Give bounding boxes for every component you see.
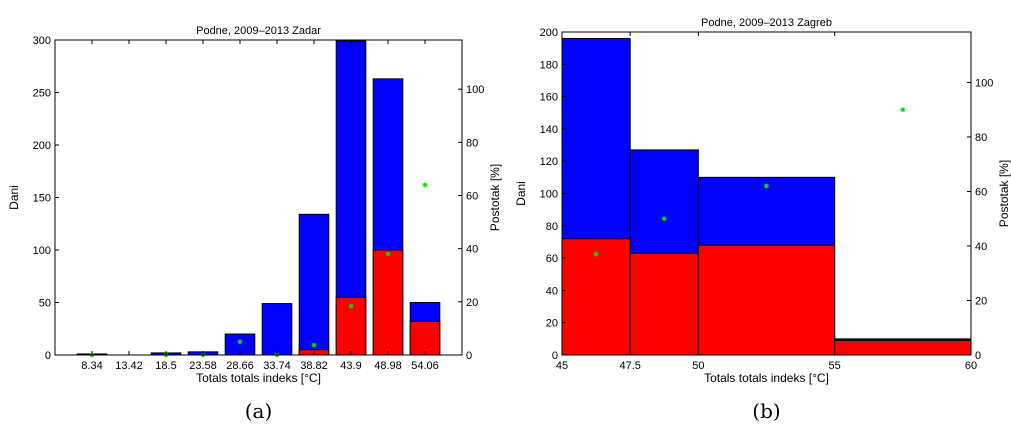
point-green-stroke [311, 343, 317, 348]
x-tick-label: 28.66 [226, 360, 254, 372]
y2-axis-label: Postotak [%] [488, 164, 502, 231]
x-tick-label: 48.98 [374, 360, 402, 372]
y-tick-label: 180 [540, 59, 558, 71]
chart-panel-b: 0 20 40 60 80 100 120 140 160 180 200 0 20 40 60 80 100 4… [514, 17, 1011, 423]
y-tick-label: 40 [546, 285, 558, 297]
x-tick-label: 18.5 [155, 360, 176, 372]
bar-red-2 [697, 244, 836, 356]
y2-tick-label: 60 [975, 186, 987, 198]
y-tick-label: 200 [33, 140, 51, 152]
panel-caption: (b) [752, 399, 780, 423]
y2-tick-label: 40 [975, 241, 987, 253]
y2-tick-label: 40 [466, 244, 478, 256]
y2-tick-label: 100 [975, 77, 993, 89]
point-green-2 [764, 183, 769, 189]
x-tick-label: 54.06 [411, 360, 439, 372]
y-tick-label: 150 [33, 193, 51, 205]
y-tick-label: 140 [540, 124, 558, 136]
chart-title: Podne, 2009–2013 Zadar [196, 25, 321, 37]
y-tick-label: 100 [540, 189, 558, 201]
point-green-7 [348, 303, 354, 309]
point-green-stroke [764, 183, 769, 189]
panel-caption: (a) [245, 399, 273, 423]
x-tick-label: 45 [556, 360, 568, 372]
point-green-4 [237, 339, 243, 345]
x-tick-label: 33.74 [263, 360, 291, 372]
x-tick-label: 8.34 [81, 360, 102, 372]
y2-tick-label: 20 [975, 295, 987, 307]
x-tick-label: 60 [965, 360, 977, 372]
bar-red-9 [409, 320, 441, 356]
x-tick-label: 38.82 [300, 360, 328, 372]
y-tick-label: 0 [552, 350, 558, 362]
point-green-stroke [662, 216, 667, 221]
x-tick-label: 43.9 [340, 360, 361, 372]
point-green-1 [661, 216, 667, 222]
chart-title: Podne, 2009–2013 Zagreb [701, 17, 832, 29]
y2-tick-label: 60 [466, 191, 478, 203]
chart-panel-a: 0 50 100 150 200 250 300 0 20 40 60 80 100 8.34 13.42 1… [7, 25, 502, 423]
bar-blue-6 [298, 213, 330, 356]
bar-red-3 [834, 339, 972, 356]
point-green-stroke [237, 339, 243, 344]
y2-tick-label: 80 [975, 132, 987, 144]
x-tick-label: 23.58 [189, 360, 217, 372]
point-green-stroke [385, 251, 391, 257]
y-tick-label: 60 [546, 253, 558, 265]
point-green-8 [385, 251, 391, 257]
y-axis-label: Dani [514, 181, 528, 206]
point-green-stroke [348, 304, 354, 309]
x-tick-label: 50 [692, 360, 704, 372]
point-green-9 [422, 182, 428, 188]
x-axis-label: Totals totals indeks [°C] [196, 371, 321, 385]
y-tick-label: 80 [546, 221, 558, 233]
y2-tick-label: 0 [975, 350, 981, 362]
y2-axis-label: Postotak [%] [997, 160, 1011, 227]
y-tick-label: 100 [33, 245, 51, 257]
point-green-stroke [900, 107, 905, 112]
y2-tick-label: 80 [466, 137, 478, 149]
y-tick-label: 120 [540, 156, 558, 168]
x-tick-label: 55 [829, 360, 841, 372]
y-tick-label: 160 [540, 92, 558, 104]
bar-red-8 [372, 249, 404, 356]
y2-tick-label: 20 [466, 297, 478, 309]
x-axis-label: Totals totals indeks [°C] [704, 371, 829, 385]
point-green-6 [311, 342, 317, 348]
y-tick-label: 250 [33, 88, 51, 100]
bar-red-7 [335, 296, 367, 356]
bar-red-1 [629, 252, 699, 356]
y-tick-label: 300 [33, 35, 51, 47]
point-green-stroke [422, 182, 428, 187]
y-axis-label: Dani [7, 185, 21, 210]
y-tick-label: 0 [45, 350, 51, 362]
y-tick-label: 50 [39, 298, 51, 310]
point-green-0 [593, 251, 599, 257]
y2-tick-label: 100 [466, 84, 484, 96]
bar-blue-5 [261, 303, 293, 356]
y-tick-label: 200 [540, 27, 558, 39]
y2-tick-label: 0 [466, 350, 472, 362]
y-tick-label: 20 [546, 318, 558, 330]
point-green-stroke [594, 252, 599, 257]
x-tick-label: 13.42 [115, 360, 143, 372]
x-tick-label: 47.5 [619, 360, 640, 372]
point-green-3 [900, 107, 906, 113]
